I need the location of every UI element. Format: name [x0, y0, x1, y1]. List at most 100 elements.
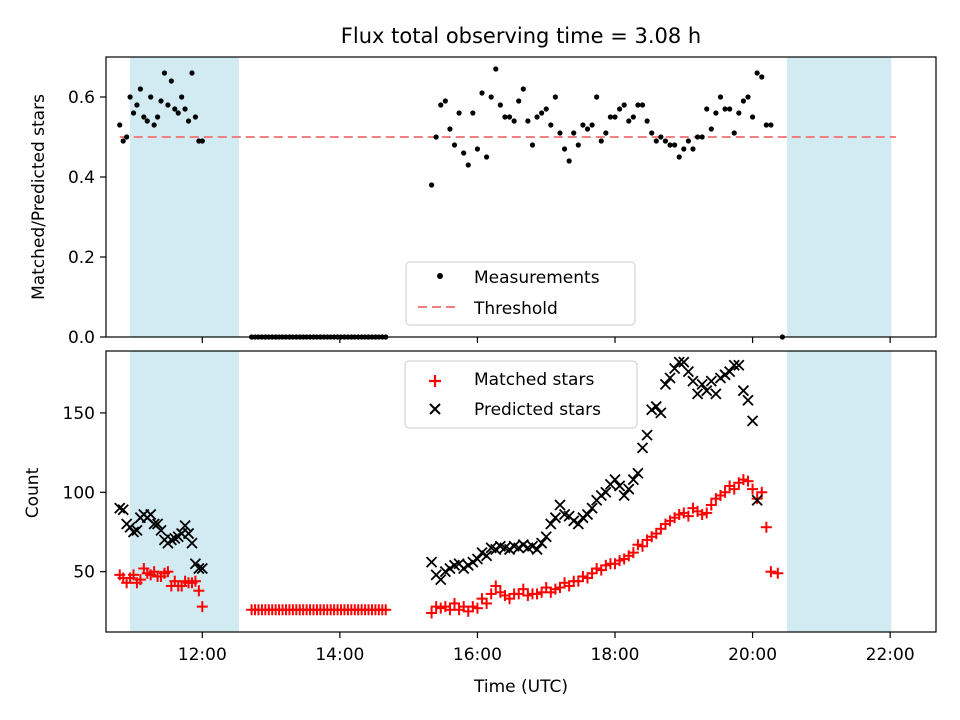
observing-window — [786, 351, 892, 632]
matched-star-point — [471, 602, 483, 614]
measurement-point — [117, 122, 123, 128]
matched-star-point — [193, 585, 205, 597]
predicted-star-point — [535, 537, 548, 549]
predicted-star-point — [724, 366, 736, 378]
measurement-point — [672, 142, 678, 148]
x-tick-label: 20:00 — [728, 645, 777, 665]
x-axis-label: Time (UTC) — [473, 677, 568, 697]
predicted-star-point — [179, 519, 191, 532]
measurement-point — [722, 106, 728, 112]
measurement-point — [144, 118, 150, 124]
measurement-point — [644, 118, 650, 124]
top-panel: 0.0 0.2 0.4 0.6 Matched/Predicted stars Mea… — [29, 56, 937, 348]
measurement-point — [141, 114, 147, 120]
measurement-point — [745, 94, 751, 100]
measurement-point — [580, 122, 586, 128]
top-y-tick-label: 0.4 — [68, 168, 95, 188]
predicted-star-point — [673, 356, 685, 368]
top-y-tick-label: 0.0 — [68, 328, 95, 348]
matched-star-point — [485, 588, 497, 600]
legend-predicted-label: Predicted stars — [474, 400, 601, 420]
predicted-star-point — [636, 442, 649, 454]
measurement-point — [447, 126, 453, 132]
measurement-point — [493, 66, 499, 72]
bottom-y-axis-label: Count — [23, 467, 43, 518]
measurement-point — [658, 134, 664, 140]
matched-star-point — [742, 475, 754, 487]
measurement-point — [456, 110, 462, 116]
predicted-star-point — [664, 372, 676, 384]
predicted-star-point — [600, 486, 612, 498]
measurement-point — [717, 94, 724, 100]
measurement-point — [488, 94, 494, 100]
predicted-star-point — [124, 521, 136, 533]
top-legend-box — [405, 261, 636, 326]
chart-title: Flux total observing time = 3.08 h — [341, 24, 701, 48]
measurement-point — [621, 102, 627, 108]
measurement-point — [474, 146, 481, 152]
measurement-point — [120, 138, 126, 144]
predicted-star-point — [668, 362, 681, 375]
predicted-star-point — [623, 483, 635, 495]
predicted-star-point — [471, 553, 484, 565]
x-tick-label: 18:00 — [591, 645, 640, 665]
measurement-point — [704, 106, 710, 112]
predicted-star-point — [155, 524, 167, 537]
predicted-star-point — [117, 504, 129, 516]
legend-predicted-marker — [429, 403, 441, 415]
top-y-tick-label: 0.6 — [68, 88, 95, 108]
matched-star-point — [705, 499, 717, 511]
predicted-star-point — [705, 375, 717, 387]
predicted-star-point — [169, 532, 181, 544]
matched-star-point — [728, 483, 740, 495]
predicted-star-point — [151, 518, 164, 530]
measurement-point — [479, 90, 485, 96]
predicted-star-point — [193, 562, 205, 575]
measurement-point — [626, 118, 632, 124]
matched-star-point — [196, 601, 208, 613]
measurement-point — [543, 106, 549, 112]
measurement-point — [754, 70, 760, 76]
measurement-point — [168, 78, 174, 84]
legend-measurements-marker — [437, 273, 443, 279]
measurement-point — [516, 98, 522, 104]
predicted-star-point — [586, 502, 598, 514]
predicted-star-point — [678, 356, 690, 368]
top-legend: Measurements Threshold — [405, 261, 636, 326]
legend-threshold-label: Threshold — [473, 299, 558, 319]
bottom-x-ticks: 12:00 14:00 16:00 18:00 20:00 22:00 — [178, 632, 915, 665]
measurement-points — [117, 66, 785, 340]
matched-star-point — [682, 510, 694, 522]
x-tick-label: 22:00 — [866, 645, 915, 665]
predicted-star-point — [572, 518, 584, 530]
predicted-star-point — [189, 558, 202, 570]
predicted-star-point — [435, 573, 447, 586]
measurement-point — [584, 126, 591, 132]
observing-window — [130, 351, 239, 632]
measurement-point — [185, 118, 192, 124]
measurement-point — [763, 122, 769, 128]
matched-star-point — [380, 604, 392, 616]
measurement-point — [438, 102, 444, 108]
bottom-y-tick-label: 50 — [73, 563, 95, 583]
measurement-point — [158, 98, 164, 104]
predicted-star-point — [145, 508, 157, 521]
predicted-star-point — [531, 543, 543, 556]
measurement-point — [497, 102, 503, 108]
predicted-star-point — [659, 378, 672, 390]
bottom-plot-frame — [105, 350, 937, 633]
bottom-legend: Matched stars Predicted stars — [404, 360, 638, 429]
predicted-star-point — [540, 531, 552, 543]
predicted-star-point — [196, 562, 208, 575]
measurement-point — [137, 86, 143, 92]
measurement-point — [465, 162, 471, 168]
measurement-point — [433, 134, 439, 140]
predicted-star-point — [425, 556, 438, 568]
measurement-point — [511, 118, 517, 124]
measurement-point — [552, 94, 558, 100]
measurement-point — [451, 142, 458, 148]
measurement-point — [548, 122, 554, 128]
measurement-point — [713, 110, 719, 116]
predicted-star-point — [655, 407, 667, 419]
measurement-point — [681, 146, 687, 152]
